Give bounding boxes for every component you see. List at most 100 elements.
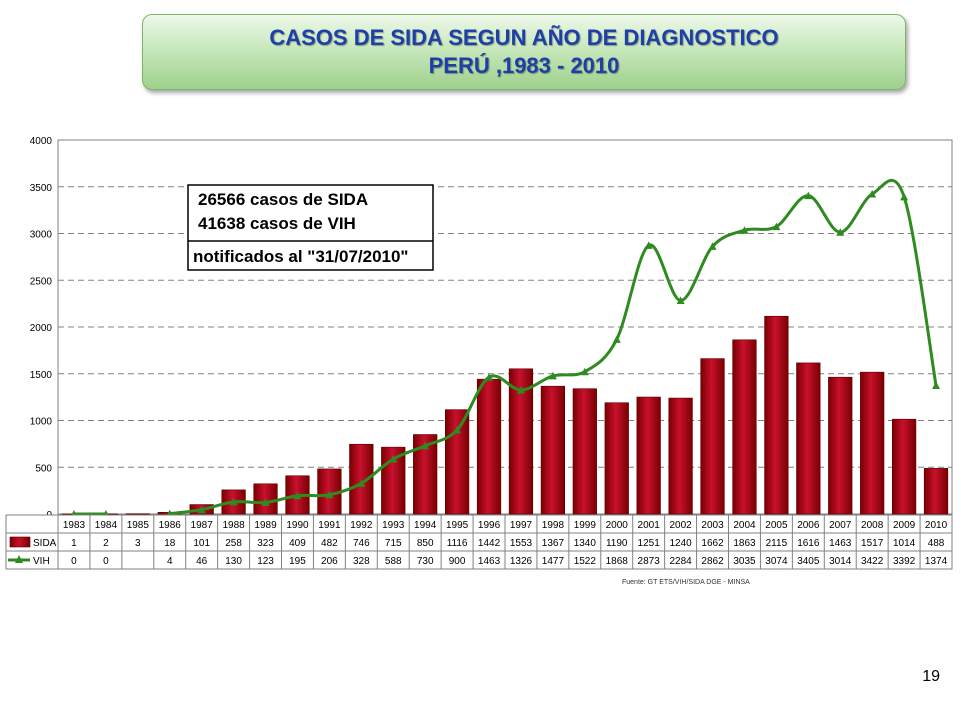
x-tick-label: 1985 [127, 520, 150, 531]
marker-vih [389, 455, 398, 463]
x-tick-label: 1999 [574, 520, 597, 531]
table-cell-vih: 900 [449, 556, 466, 567]
bar-sida [860, 371, 885, 515]
table-cell-vih: 3074 [765, 556, 788, 567]
marker-vih [261, 498, 270, 506]
table-cell-vih: 3405 [797, 556, 820, 567]
table-cell-sida: 2 [103, 538, 109, 549]
annotation-line2: 41638 casos de VIH [198, 214, 356, 233]
y-tick-label: 1500 [30, 370, 53, 381]
table-cell-vih: 588 [385, 556, 402, 567]
table-cell-vih: 1477 [542, 556, 565, 567]
table-cell-sida: 488 [928, 538, 945, 549]
table-cell-vih: 2862 [701, 556, 724, 567]
marker-vih [580, 367, 589, 376]
marker-vih [197, 505, 206, 514]
marker-vih [708, 242, 717, 250]
table-cell-sida: 1116 [447, 538, 468, 549]
marker-vih [740, 226, 749, 234]
table-cell-vih: 2873 [638, 556, 661, 567]
table-cell-vih: 3392 [893, 556, 916, 567]
bar-sida [923, 468, 949, 515]
marker-vih [453, 425, 462, 434]
marker-vih [421, 441, 430, 450]
bar-sida [540, 385, 566, 515]
source-note: Fuente: GT ETS/VIH/SIDA DGE - MINSA [622, 579, 750, 586]
x-tick-label: 1990 [286, 520, 309, 531]
bar-sida [668, 397, 693, 515]
x-tick-label: 1983 [63, 520, 86, 531]
x-tick-label: 1996 [478, 520, 501, 531]
marker-vih [293, 491, 302, 500]
marker-vih [772, 222, 781, 231]
table-cell-sida: 1463 [829, 538, 852, 549]
legend-label-sida: SIDA [33, 538, 57, 549]
table-cell-sida: 1 [71, 538, 77, 549]
x-tick-label: 2009 [893, 520, 916, 531]
table-cell-vih: 328 [353, 556, 370, 567]
marker-vih [485, 373, 494, 381]
table-cell-vih: 3422 [861, 556, 884, 567]
table-cell-sida: 850 [417, 538, 434, 549]
bar-sida [476, 378, 502, 515]
x-tick-label: 1998 [542, 520, 565, 531]
table-cell-sida: 1190 [606, 538, 628, 549]
table-cell-sida: 746 [353, 538, 370, 549]
x-tick-label: 2007 [829, 520, 852, 531]
y-tick-label: 4000 [30, 136, 53, 147]
marker-vih [836, 228, 845, 236]
table-cell-sida: 482 [321, 538, 338, 549]
bar-sida [604, 402, 629, 515]
marker-vih [516, 386, 525, 394]
y-tick-label: 500 [35, 463, 52, 474]
marker-vih [644, 241, 653, 249]
table-cell-vih: 4 [167, 556, 173, 567]
table-cell-sida: 1014 [893, 538, 916, 549]
table-cell-vih: 195 [289, 556, 306, 567]
line-vih [169, 179, 938, 516]
legend-key-sida [9, 536, 31, 548]
table-cell-vih: 123 [257, 556, 274, 567]
x-tick-label: 1995 [446, 520, 469, 531]
marker-vih [548, 371, 557, 380]
annotation-line1: 26566 casos de SIDA [198, 190, 368, 209]
x-tick-label: 1997 [510, 520, 533, 531]
table-cell-sida: 1367 [542, 538, 565, 549]
bar-sida [125, 513, 150, 515]
table-cell-sida: 715 [385, 538, 402, 549]
table-cell-sida: 101 [193, 538, 210, 549]
table-cell-vih: 1522 [574, 556, 597, 567]
table-cell-vih: 0 [71, 556, 77, 567]
table-cell-sida: 1240 [669, 538, 692, 549]
table-cell-sida: 1662 [701, 538, 724, 549]
table-cell-vih: 206 [321, 556, 338, 567]
x-tick-label: 1994 [414, 520, 437, 531]
x-tick-label: 1993 [382, 520, 405, 531]
marker-vih [612, 335, 621, 343]
table-cell-sida: 323 [257, 538, 274, 549]
bar-sida [764, 315, 789, 515]
table-cell-vih: 46 [196, 556, 208, 567]
data-table [5, 514, 953, 570]
marker-vih [357, 479, 366, 487]
chart-subtitle: PERÚ ,1983 - 2010 [428, 53, 620, 78]
table-cell-sida: 1553 [510, 538, 533, 549]
page-number: 19 [922, 668, 940, 685]
chart-title: CASOS DE SIDA SEGUN AÑO DE DIAGNOSTICO [269, 25, 779, 50]
x-tick-label: 2002 [669, 520, 692, 531]
bar-sida [891, 418, 917, 515]
x-tick-label: 1987 [191, 520, 214, 531]
bar-sida [636, 396, 661, 515]
x-tick-label: 1989 [254, 520, 277, 531]
table-cell-vih: 3035 [733, 556, 756, 567]
x-tick-label: 1984 [95, 520, 118, 531]
table-cell-sida: 18 [164, 538, 176, 549]
table-cell-vih: 730 [417, 556, 434, 567]
table-cell-vih: 130 [225, 556, 242, 567]
title-banner: CASOS DE SIDA SEGUN AÑO DE DIAGNOSTICO P… [142, 14, 906, 90]
bar-sida [413, 434, 438, 515]
x-tick-label: 1988 [222, 520, 245, 531]
marker-vih [325, 490, 334, 499]
x-tick-label: 2004 [733, 520, 756, 531]
table-cell-sida: 409 [289, 538, 306, 549]
